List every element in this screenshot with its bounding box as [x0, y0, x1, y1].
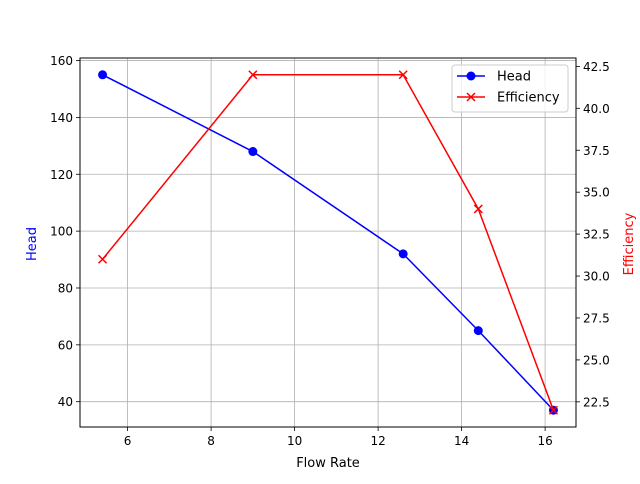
plot-series — [98, 70, 558, 415]
right-y-tick-label: 35.0 — [583, 186, 610, 200]
data-point — [548, 405, 558, 415]
right-y-tick-label: 22.5 — [583, 395, 610, 409]
data-point — [248, 147, 258, 157]
efficiency-series — [98, 70, 558, 415]
x-tick-label: 6 — [124, 434, 132, 448]
grid-lines — [80, 58, 576, 427]
left-y-tick-label: 80 — [58, 281, 73, 295]
left-y-tick-label: 120 — [50, 168, 73, 182]
x-tick-label: 8 — [207, 434, 215, 448]
x-tick-label: 16 — [537, 434, 552, 448]
left-y-axis-ticks: 40 60 80 100 120 140 160 — [50, 54, 80, 409]
data-point — [473, 204, 483, 214]
right-y-tick-label: 30.0 — [583, 270, 610, 284]
x-axis-label: Flow Rate — [296, 456, 360, 471]
head-series — [98, 70, 558, 415]
right-y-tick-label: 37.5 — [583, 144, 610, 158]
legend-efficiency-marker-icon — [466, 92, 476, 102]
left-y-tick-label: 160 — [50, 54, 73, 68]
x-tick-label: 12 — [370, 434, 385, 448]
x-axis-ticks: 6 8 10 12 14 16 — [124, 427, 553, 448]
left-y-tick-label: 60 — [58, 338, 73, 352]
data-point — [398, 249, 408, 259]
data-point — [398, 70, 408, 80]
legend: Head Efficiency — [451, 64, 569, 113]
data-point — [98, 254, 108, 264]
legend-head-marker-icon — [466, 71, 476, 81]
legend-efficiency-label: Efficiency — [497, 91, 560, 106]
right-y-axis-label: Efficiency — [622, 212, 637, 275]
right-y-axis-ticks: 22.5 25.0 27.5 30.0 32.5 35.0 37.5 40.0 42.5 — [576, 60, 610, 409]
left-y-tick-label: 40 — [58, 395, 73, 409]
data-point — [473, 326, 483, 336]
legend-head-label: Head — [497, 70, 531, 85]
data-point — [98, 70, 108, 80]
right-y-tick-label: 32.5 — [583, 228, 610, 242]
x-tick-label: 14 — [454, 434, 469, 448]
right-y-tick-label: 40.0 — [583, 102, 610, 116]
plot-frame — [79, 57, 577, 428]
left-y-tick-label: 100 — [50, 225, 73, 239]
right-y-tick-label: 27.5 — [583, 311, 610, 325]
right-y-tick-label: 25.0 — [583, 353, 610, 367]
left-y-tick-label: 140 — [50, 111, 73, 125]
right-y-tick-label: 42.5 — [583, 60, 610, 74]
x-tick-label: 10 — [287, 434, 302, 448]
data-point — [248, 70, 258, 80]
left-y-axis-label: Head — [25, 227, 40, 261]
